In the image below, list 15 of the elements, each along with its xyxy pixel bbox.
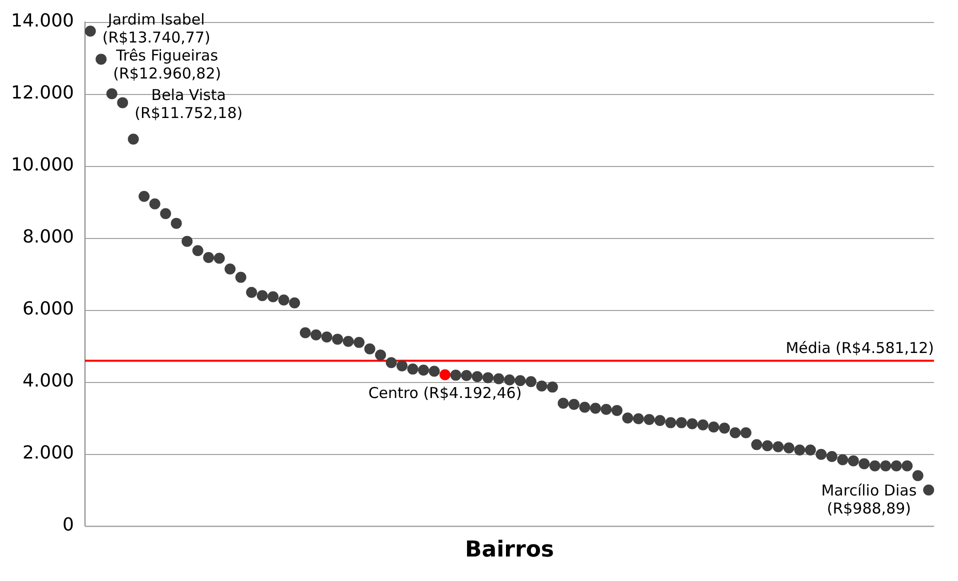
y-tick-label: 0 xyxy=(62,514,74,536)
x-axis-title: Bairros xyxy=(464,538,554,563)
data-label: Centro (R$4.192,46) xyxy=(368,384,522,402)
data-label: Três Figueiras (R$12.960,82) xyxy=(113,46,222,83)
y-tick-label: 4.000 xyxy=(22,370,74,392)
y-tick-label: 8.000 xyxy=(22,226,74,248)
y-tick-label: 12.000 xyxy=(11,82,74,104)
y-tick-label: 2.000 xyxy=(22,442,74,464)
y-tick-label: 10.000 xyxy=(11,154,74,176)
y-tick-label: 6.000 xyxy=(22,298,74,320)
data-label: Bela Vista (R$11.752,18) xyxy=(134,86,243,122)
data-label: Jardim Isabel (R$13.740,77) xyxy=(102,10,210,47)
data-label: Marcílio Dias (R$988,89) xyxy=(821,481,917,518)
ref-line-label: Média (R$4.581,12) xyxy=(786,339,934,358)
y-tick-label: 14.000 xyxy=(11,10,74,32)
